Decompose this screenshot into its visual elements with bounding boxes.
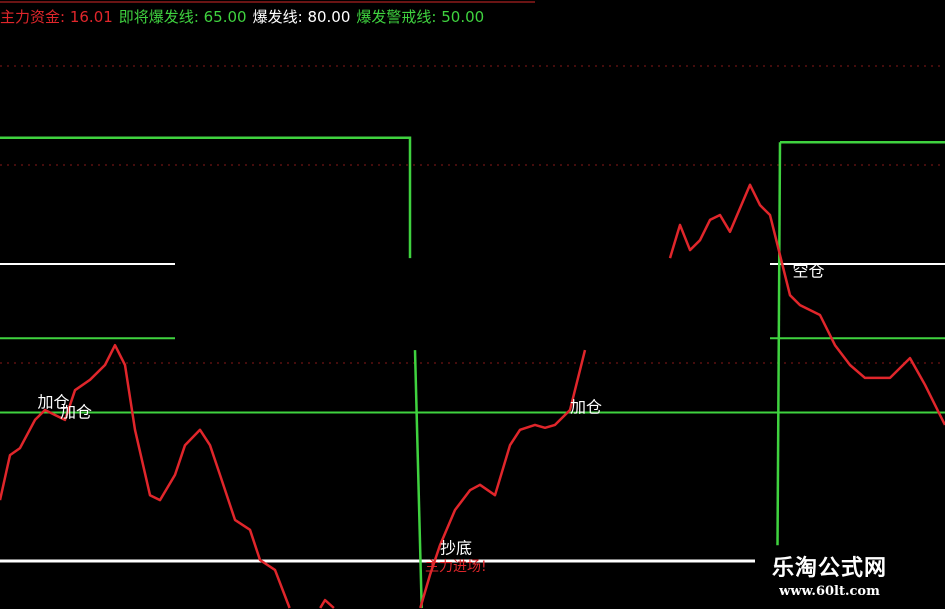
series-line-main-funds [668,183,945,426]
legend-value: 80.00 [307,8,351,26]
indicator-legend: 主力资金: 16.01 即将爆发线: 65.00 爆发线: 80.00 爆发警戒… [0,6,484,28]
annotation-label: 加仓 [38,393,70,412]
signal-line [776,142,782,546]
legend-value: 16.01 [69,8,113,26]
series-line-main-funds [0,343,291,609]
signal-line [413,350,423,609]
series-line-main-funds [419,349,587,609]
legend-label: 爆发线 [252,8,298,26]
legend-item-alert: 爆发警戒线: 50.00 [356,8,485,26]
annotation-label: 抄底 [440,539,472,558]
annotation-label: 空仓 [793,261,825,280]
legend-value: 50.00 [441,8,485,26]
legend-label: 主力资金 [0,8,61,26]
watermark-title: 乐淘公式网 [772,556,888,581]
watermark-url: www.60lt.com [779,584,880,599]
annotation-label: 加仓 [570,398,602,417]
legend-item-main-funds: 主力资金: 16.01 [0,8,113,26]
annotation-label: 加仓 [60,402,92,421]
legend-item-near-breakout: 即将爆发线: 65.00 [118,8,247,26]
signal-line [0,136,412,259]
series-line-main-funds [319,598,335,609]
legend-label: 即将爆发线 [118,8,194,26]
legend-value: 65.00 [203,8,247,26]
legend-item-breakout: 爆发线: 80.00 [252,8,351,26]
annotation-label: 主力进场! [425,559,487,575]
watermark: 乐淘公式网 www.60lt.com [772,556,887,600]
legend-label: 爆发警戒线 [356,8,432,26]
